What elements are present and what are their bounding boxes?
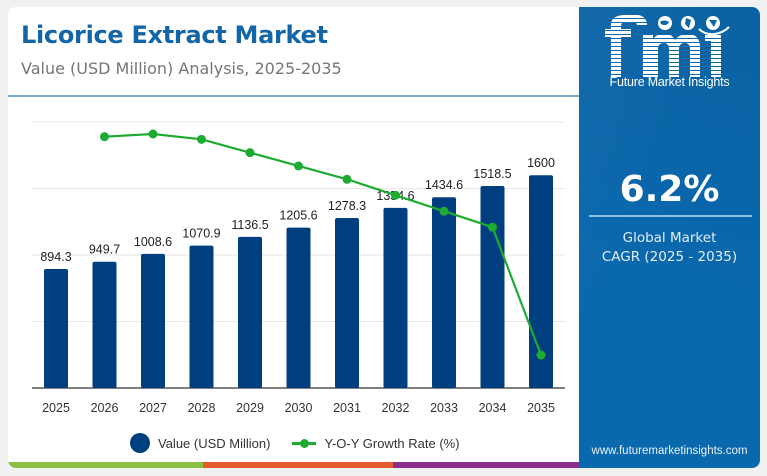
- color-bar-segment-purple: [393, 462, 579, 468]
- bar-2035: [529, 175, 553, 388]
- x-tick-label-2026: 2026: [91, 401, 119, 415]
- growth-point-2031: [342, 174, 352, 184]
- growth-line-path: [104, 132, 543, 356]
- cagr-label-line1: Global Market: [622, 230, 717, 246]
- growth-point-2027: [148, 129, 158, 139]
- legend-item-value: Value (USD Million): [130, 433, 270, 453]
- bars: [44, 175, 553, 388]
- header-divider: [8, 95, 579, 97]
- bar-label-2026: 949.7: [89, 243, 120, 257]
- x-tick-label-2031: 2031: [333, 401, 361, 415]
- x-tick-label-2034: 2034: [479, 401, 507, 415]
- bar-2029: [238, 236, 262, 388]
- bar-label-2027: 1008.6: [134, 235, 172, 249]
- growth-line: [100, 129, 546, 360]
- bar-2031: [335, 217, 359, 388]
- chart-title: Licorice Extract Market: [21, 21, 328, 49]
- bar-2034: [480, 186, 505, 388]
- logo-caption: Future Market Insights: [609, 75, 730, 89]
- x-tick-label-2033: 2033: [430, 401, 458, 415]
- legend-label-value: Value (USD Million): [158, 435, 271, 451]
- cagr-value: 6.2%: [619, 169, 720, 210]
- chart-plot: 894.3 949.7 1008.6 1070.9 1136.5 1205.6 1278.3…: [32, 121, 565, 415]
- growth-point-2030: [294, 161, 303, 171]
- growth-point-2034: [488, 222, 497, 232]
- growth-point-2029: [245, 148, 255, 158]
- growth-point-2028: [197, 134, 206, 144]
- x-tick-label-2027: 2027: [139, 401, 167, 415]
- x-tick-label-2030: 2030: [285, 401, 313, 415]
- bar-label-2028: 1070.9: [182, 227, 220, 241]
- bar-label-2030: 1205.6: [279, 209, 317, 223]
- growth-point-2032: [391, 190, 400, 200]
- bar-2030: [286, 227, 311, 388]
- x-tick-label-2035: 2035: [527, 401, 555, 415]
- x-tick-label-2032: 2032: [382, 401, 410, 415]
- legend-label-growth: Y-O-Y Growth Rate (%): [324, 435, 460, 451]
- bottom-color-bar: [8, 462, 579, 468]
- bar-label-2034: 1518.5: [473, 167, 511, 181]
- cagr-divider: [589, 215, 752, 217]
- x-axis-labels: 2025 2026 2027 2028 2029 2030 2031 2032 2033 2034…: [42, 401, 555, 415]
- cagr-label: Global Market CAGR (2025 - 2035): [579, 229, 760, 267]
- bar-2027: [141, 253, 165, 388]
- bar-label-2035: 1600: [527, 156, 555, 170]
- fmi-logo-icon: [605, 15, 730, 77]
- x-tick-label-2029: 2029: [236, 401, 264, 415]
- legend-line-marker-icon: [292, 438, 317, 448]
- infographic-card: Licorice Extract Market Value (USD Milli…: [8, 7, 760, 468]
- cagr-label-line2: CAGR (2025 - 2035): [601, 249, 738, 265]
- bar-label-2029: 1136.5: [231, 218, 268, 232]
- bar-2026: [92, 261, 117, 388]
- growth-point-2026: [100, 132, 109, 142]
- bar-value-labels: 894.3 949.7 1008.6 1070.9 1136.5 1205.6 1278.3…: [40, 156, 555, 264]
- growth-point-2033: [439, 206, 449, 216]
- bar-2033: [432, 197, 456, 388]
- x-tick-label-2028: 2028: [188, 401, 216, 415]
- website-link[interactable]: www.futuremarketinsights.com: [591, 445, 748, 457]
- legend-item-growth: Y-O-Y Growth Rate (%): [292, 435, 460, 451]
- x-tick-label-2025: 2025: [42, 401, 70, 415]
- color-bar-segment-green: [8, 462, 204, 468]
- color-bar-segment-orange: [203, 462, 394, 468]
- legend-bar-marker-icon: [130, 433, 150, 453]
- growth-point-2035: [536, 350, 546, 360]
- bar-label-2025: 894.3: [40, 250, 71, 264]
- bar-label-2033: 1434.6: [425, 178, 463, 192]
- bar-2032: [383, 207, 408, 388]
- legend: Value (USD Million) Y-O-Y Growth Rate (%…: [130, 431, 460, 455]
- bar-2025: [44, 269, 68, 388]
- bar-label-2031: 1278.3: [328, 199, 366, 213]
- chart-subtitle: Value (USD Million) Analysis, 2025-2035: [21, 59, 342, 78]
- bar-2028: [189, 245, 214, 388]
- brand-panel: Future Market Insights 6.2% Global Marke…: [579, 7, 760, 468]
